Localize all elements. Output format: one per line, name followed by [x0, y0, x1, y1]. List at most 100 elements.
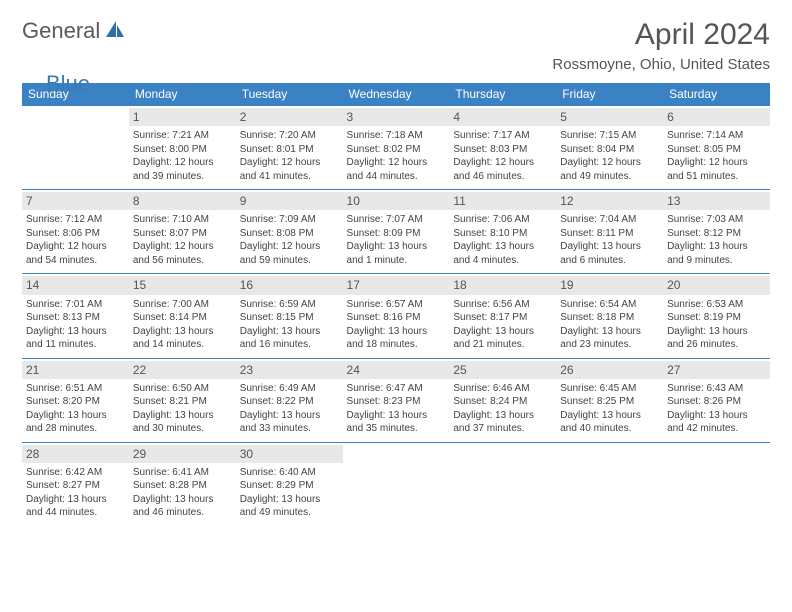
sunrise-text: Sunrise: 7:06 AM	[453, 213, 552, 227]
day-header-row: Sunday Monday Tuesday Wednesday Thursday…	[22, 83, 770, 106]
sunset-text: Sunset: 8:07 PM	[133, 227, 232, 241]
sunrise-text: Sunrise: 6:47 AM	[347, 382, 446, 396]
sunrise-text: Sunrise: 7:00 AM	[133, 298, 232, 312]
daylight-text: Daylight: 13 hours	[453, 325, 552, 339]
sunrise-text: Sunrise: 6:54 AM	[560, 298, 659, 312]
day-cell: 30Sunrise: 6:40 AMSunset: 8:29 PMDayligh…	[236, 442, 343, 526]
sunset-text: Sunset: 8:20 PM	[26, 395, 125, 409]
daylight-text: and 40 minutes.	[560, 422, 659, 436]
daylight-text: and 46 minutes.	[133, 506, 232, 520]
sunset-text: Sunset: 8:27 PM	[26, 479, 125, 493]
day-cell: 3Sunrise: 7:18 AMSunset: 8:02 PMDaylight…	[343, 106, 450, 190]
daylight-text: and 46 minutes.	[453, 170, 552, 184]
day-cell	[22, 106, 129, 190]
daylight-text: and 51 minutes.	[667, 170, 766, 184]
month-title: April 2024	[552, 18, 770, 52]
daylight-text: Daylight: 13 hours	[240, 325, 339, 339]
day-header: Friday	[556, 83, 663, 106]
daylight-text: Daylight: 12 hours	[347, 156, 446, 170]
day-number: 10	[343, 192, 450, 210]
day-number: 7	[22, 192, 129, 210]
daylight-text: Daylight: 12 hours	[453, 156, 552, 170]
day-number: 26	[556, 361, 663, 379]
daylight-text: and 28 minutes.	[26, 422, 125, 436]
day-cell: 4 Sunrise: 7:17 AMSunset: 8:03 PMDaylight…	[449, 106, 556, 190]
daylight-text: Daylight: 13 hours	[240, 493, 339, 507]
day-cell: 25Sunrise: 6:46 AMSunset: 8:24 PMDayligh…	[449, 358, 556, 442]
day-number: 9	[236, 192, 343, 210]
daylight-text: and 9 minutes.	[667, 254, 766, 268]
day-cell: 1Sunrise: 7:21 AMSunset: 8:00 PMDaylight…	[129, 106, 236, 190]
day-cell: 10Sunrise: 7:07 AMSunset: 8:09 PMDayligh…	[343, 190, 450, 274]
week-row: 14Sunrise: 7:01 AMSunset: 8:13 PMDayligh…	[22, 274, 770, 358]
day-number: 16	[236, 276, 343, 294]
daylight-text: Daylight: 13 hours	[26, 325, 125, 339]
day-number: 5	[556, 108, 663, 126]
day-number: 15	[129, 276, 236, 294]
day-number: 24	[343, 361, 450, 379]
sunset-text: Sunset: 8:29 PM	[240, 479, 339, 493]
daylight-text: and 33 minutes.	[240, 422, 339, 436]
sunrise-text: Sunrise: 7:17 AM	[453, 129, 552, 143]
day-cell: 16 Sunrise: 6:59 AMSunset: 8:15 PMDayligh…	[236, 274, 343, 358]
sunrise-text: Sunrise: 6:43 AM	[667, 382, 766, 396]
day-header: Thursday	[449, 83, 556, 106]
week-row: 28Sunrise: 6:42 AMSunset: 8:27 PMDayligh…	[22, 442, 770, 526]
sunset-text: Sunset: 8:17 PM	[453, 311, 552, 325]
daylight-text: and 59 minutes.	[240, 254, 339, 268]
sunset-text: Sunset: 8:19 PM	[667, 311, 766, 325]
day-cell: 28Sunrise: 6:42 AMSunset: 8:27 PMDayligh…	[22, 442, 129, 526]
daylight-text: Daylight: 13 hours	[560, 240, 659, 254]
logo-text-blue: Blue	[46, 71, 90, 97]
day-header: Tuesday	[236, 83, 343, 106]
sunset-text: Sunset: 8:05 PM	[667, 143, 766, 157]
day-header: Wednesday	[343, 83, 450, 106]
sunset-text: Sunset: 8:28 PM	[133, 479, 232, 493]
day-number: 4	[449, 108, 556, 126]
daylight-text: and 18 minutes.	[347, 338, 446, 352]
sunrise-text: Sunrise: 7:07 AM	[347, 213, 446, 227]
sunset-text: Sunset: 8:04 PM	[560, 143, 659, 157]
day-number: 23	[236, 361, 343, 379]
day-cell: 20Sunrise: 6:53 AMSunset: 8:19 PMDayligh…	[663, 274, 770, 358]
daylight-text: and 26 minutes.	[667, 338, 766, 352]
day-number: 27	[663, 361, 770, 379]
title-block: April 2024 Rossmoyne, Ohio, United State…	[552, 18, 770, 73]
day-cell: 27Sunrise: 6:43 AMSunset: 8:26 PMDayligh…	[663, 358, 770, 442]
day-header: Saturday	[663, 83, 770, 106]
sunrise-text: Sunrise: 6:45 AM	[560, 382, 659, 396]
sunset-text: Sunset: 8:22 PM	[240, 395, 339, 409]
week-row: 1Sunrise: 7:21 AMSunset: 8:00 PMDaylight…	[22, 106, 770, 190]
daylight-text: Daylight: 12 hours	[133, 240, 232, 254]
daylight-text: and 14 minutes.	[133, 338, 232, 352]
week-row: 7Sunrise: 7:12 AMSunset: 8:06 PMDaylight…	[22, 190, 770, 274]
daylight-text: Daylight: 13 hours	[453, 240, 552, 254]
sunset-text: Sunset: 8:15 PM	[240, 311, 339, 325]
sunrise-text: Sunrise: 6:59 AM	[240, 298, 339, 312]
day-cell: 11Sunrise: 7:06 AMSunset: 8:10 PMDayligh…	[449, 190, 556, 274]
daylight-text: Daylight: 13 hours	[667, 325, 766, 339]
day-number: 19	[556, 276, 663, 294]
day-cell: 21Sunrise: 6:51 AMSunset: 8:20 PMDayligh…	[22, 358, 129, 442]
day-cell: 19Sunrise: 6:54 AMSunset: 8:18 PMDayligh…	[556, 274, 663, 358]
daylight-text: and 56 minutes.	[133, 254, 232, 268]
sunset-text: Sunset: 8:01 PM	[240, 143, 339, 157]
sunset-text: Sunset: 8:25 PM	[560, 395, 659, 409]
day-number: 29	[129, 445, 236, 463]
daylight-text: Daylight: 12 hours	[133, 156, 232, 170]
day-number: 2	[236, 108, 343, 126]
day-cell: 17Sunrise: 6:57 AMSunset: 8:16 PMDayligh…	[343, 274, 450, 358]
day-number: 20	[663, 276, 770, 294]
sunset-text: Sunset: 8:06 PM	[26, 227, 125, 241]
day-number: 13	[663, 192, 770, 210]
sunrise-text: Sunrise: 6:57 AM	[347, 298, 446, 312]
day-header: Monday	[129, 83, 236, 106]
sunrise-text: Sunrise: 7:15 AM	[560, 129, 659, 143]
sunrise-text: Sunrise: 7:01 AM	[26, 298, 125, 312]
day-number: 14	[22, 276, 129, 294]
daylight-text: Daylight: 13 hours	[667, 409, 766, 423]
day-number: 17	[343, 276, 450, 294]
sunset-text: Sunset: 8:03 PM	[453, 143, 552, 157]
daylight-text: and 11 minutes.	[26, 338, 125, 352]
daylight-text: Daylight: 13 hours	[347, 409, 446, 423]
